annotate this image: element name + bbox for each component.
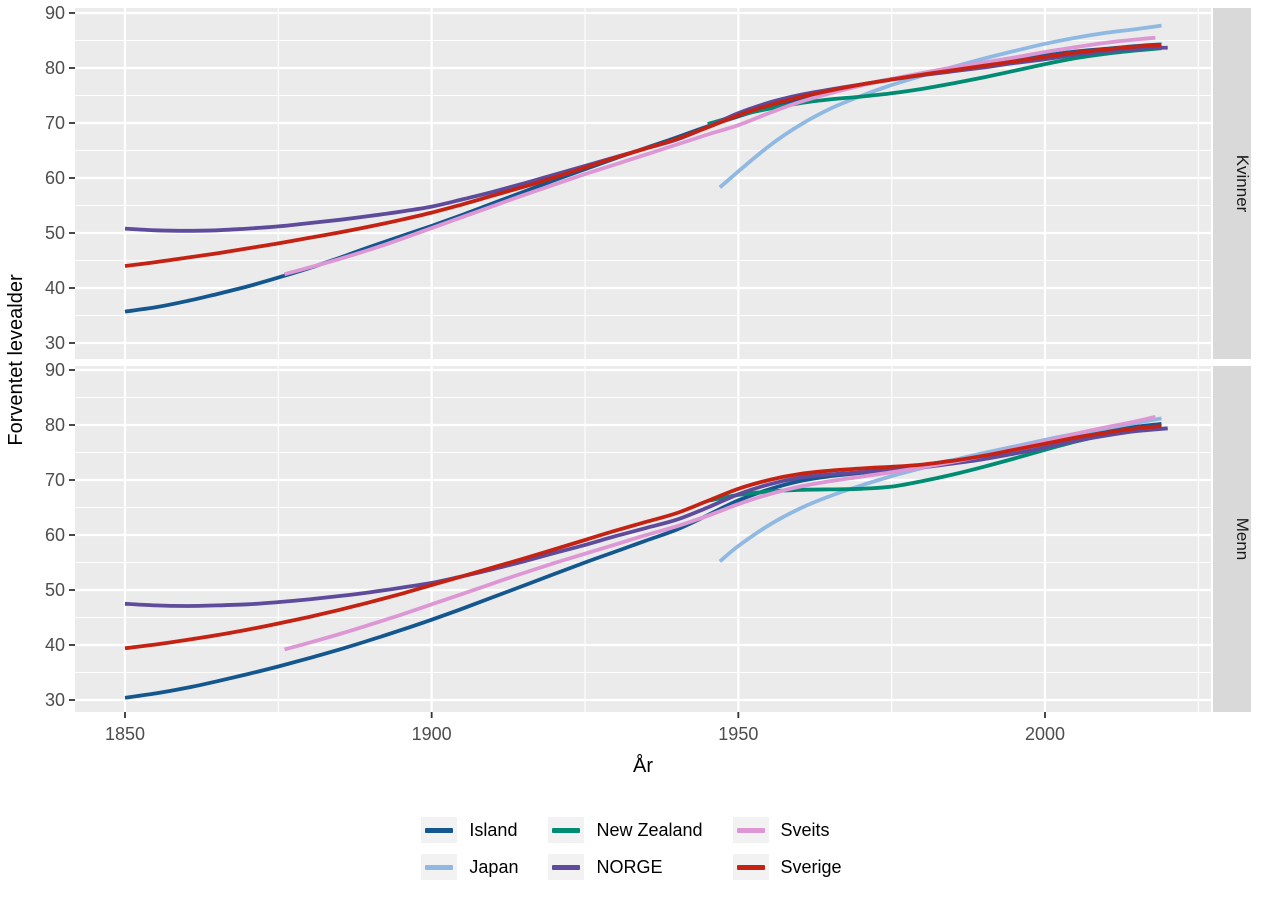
x-tick-label: 1850: [105, 724, 145, 744]
x-tick-label: 1900: [412, 724, 452, 744]
chart-panels: 30 40 50 60 70 80 90 Kvinner 30 40 50 60 70 80 90 Menn 1…: [45, 3, 1252, 744]
legend-line-swatch: [552, 864, 581, 870]
panel-kvinner: 30 40 50 60 70 80 90 Kvinner: [45, 3, 1252, 359]
legend-column: Island Japan: [421, 817, 518, 880]
chart-legend: Island Japan New Zealand NORGE Sveits Sverige: [0, 817, 1263, 880]
y-tick-label: 70: [45, 470, 65, 490]
y-tick-label: 50: [45, 580, 65, 600]
legend-key-icon: [421, 854, 458, 880]
y-tick-label: 90: [45, 3, 65, 23]
panel-background: [75, 8, 1211, 359]
legend-label: New Zealand: [596, 819, 703, 840]
legend-key-icon: [732, 817, 769, 843]
y-tick-label: 30: [45, 690, 65, 710]
y-tick-label: 90: [45, 360, 65, 380]
legend-line-swatch: [425, 827, 454, 833]
x-axis: 1850 1900 1950 2000: [105, 712, 1065, 744]
legend-label: Japan: [469, 856, 519, 877]
y-tick-label: 30: [45, 333, 65, 353]
legend-column: New Zealand NORGE: [548, 817, 703, 880]
legend-item-island: Island: [421, 817, 518, 843]
legend-label: Sverige: [780, 856, 842, 877]
facet-strip: [1213, 8, 1251, 359]
legend-column: Sveits Sverige: [732, 817, 842, 880]
y-tick-label: 50: [45, 223, 65, 243]
legend-label: NORGE: [596, 856, 663, 877]
line-sverige-menn: [124, 424, 1162, 651]
legend-item-sveits: Sveits: [732, 817, 842, 843]
y-tick-label: 70: [45, 113, 65, 133]
y-tick-label: 80: [45, 58, 65, 78]
legend-label: Island: [469, 819, 518, 840]
legend-line-swatch: [425, 864, 454, 870]
y-tick-label: 40: [45, 635, 65, 655]
facet-strip-label-kvinner: Kvinner: [1233, 155, 1252, 213]
legend-key-icon: [548, 854, 585, 880]
facet-strip-label-menn: Menn: [1233, 518, 1252, 561]
line-sverige-kvinner: [124, 43, 1162, 268]
line-norge-menn: [124, 426, 1168, 608]
legend-item-new-zealand: New Zealand: [548, 817, 703, 843]
legend-line-swatch: [736, 864, 765, 870]
series-lines: [124, 23, 1168, 314]
line-sveits-kvinner: [283, 35, 1156, 277]
legend-item-japan: Japan: [421, 854, 518, 880]
faceted-line-chart: 30 40 50 60 70 80 90 Kvinner 30 40 50 60 70 80 90 Menn 1…: [5, 3, 1252, 777]
y-axis-title: Forventet levealder: [5, 274, 27, 446]
series-lines: [124, 414, 1168, 700]
panel-background: [75, 366, 1211, 712]
legend-key-icon: [548, 817, 585, 843]
facet-strip: [1213, 366, 1251, 712]
y-tick-label: 40: [45, 278, 65, 298]
y-tick-label: 60: [45, 168, 65, 188]
x-tick-label: 2000: [1025, 724, 1065, 744]
legend-key-icon: [421, 817, 458, 843]
legend-key-icon: [732, 854, 769, 880]
panel-menn: 30 40 50 60 70 80 90 Menn: [45, 360, 1252, 712]
x-tick-label: 1950: [718, 724, 758, 744]
y-tick-label: 60: [45, 525, 65, 545]
legend-line-swatch: [736, 827, 765, 833]
legend-item-sverige: Sverige: [732, 854, 842, 880]
y-tick-label: 80: [45, 415, 65, 435]
legend-label: Sveits: [780, 819, 830, 840]
legend-line-swatch: [552, 827, 581, 833]
x-axis-title: År: [633, 754, 653, 777]
legend-item-norge: NORGE: [548, 854, 702, 880]
